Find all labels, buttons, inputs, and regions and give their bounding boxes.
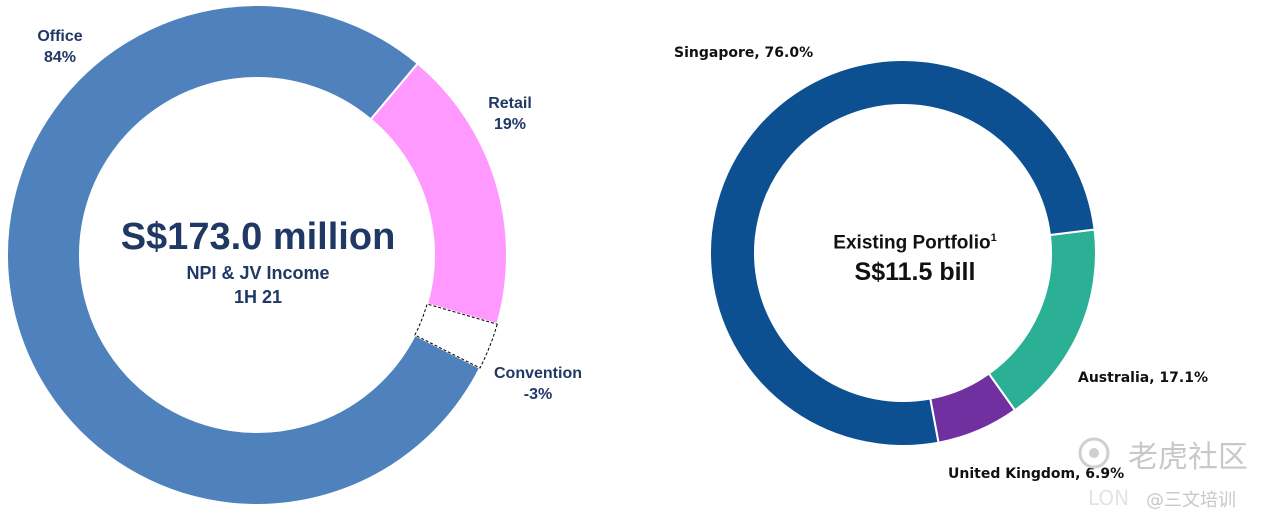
singapore-label: Singapore, 76.0% [674, 45, 814, 61]
watermark-handle: @三文培训 [1146, 490, 1236, 511]
watermark-faint: LON [1088, 486, 1130, 510]
footnote-marker: 1 [990, 232, 997, 244]
npi-subtitle: NPI & JV Income [186, 263, 330, 283]
convention-label: Convention -3% [494, 365, 582, 403]
right-donut-center-text: Existing Portfolio1 S$11.5 bill [770, 225, 1060, 288]
portfolio-value: S$11.5 bill [854, 258, 976, 287]
period-label: 1H 21 [233, 287, 283, 307]
united-kingdom-label: United Kingdom, 6.9% [948, 466, 1125, 482]
slice-convention [414, 303, 498, 369]
watermark-logo-icon [1078, 437, 1110, 469]
left-donut-center-text: S$173.0 million NPI & JV Income 1H 21 [58, 213, 458, 309]
existing-portfolio-title: Existing Portfolio1 [833, 232, 997, 254]
retail-label: Retail 19% [488, 95, 532, 133]
npi-total-value: S$173.0 million [120, 216, 396, 258]
slice-office [6, 4, 482, 506]
australia-label: Australia, 17.1% [1078, 370, 1208, 386]
slice-singapore [709, 59, 1096, 447]
office-label: Office 84% [37, 28, 83, 66]
watermark-brand: 老虎社区 [1128, 440, 1248, 475]
